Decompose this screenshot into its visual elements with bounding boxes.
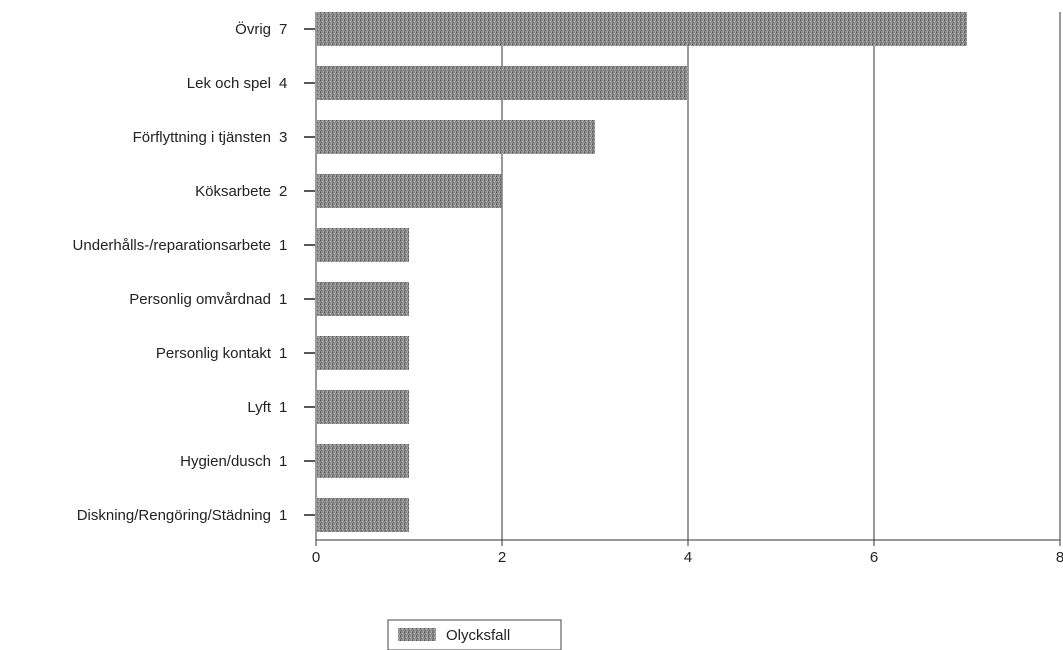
category-label-9: Hygien/dusch: [180, 453, 271, 470]
bars: [317, 12, 967, 532]
legend-label: Olycksfall: [446, 627, 510, 644]
value-label-4: 2: [279, 183, 287, 200]
value-label-2: 4: [279, 75, 287, 92]
x-tick-label-4: 4: [684, 549, 692, 566]
bar-8: [317, 390, 409, 424]
category-label-8: Lyft: [247, 399, 271, 416]
category-label-2: Lek och spel: [187, 75, 271, 92]
bar-10: [317, 498, 409, 532]
value-label-1: 7: [279, 21, 287, 38]
x-tick-label-2: 2: [498, 549, 506, 566]
value-label-6: 1: [279, 291, 287, 308]
category-label-7: Personlig kontakt: [156, 345, 272, 362]
value-label-5: 1: [279, 237, 287, 254]
bar-7: [317, 336, 409, 370]
value-label-8: 1: [279, 399, 287, 416]
bar-1: [317, 12, 967, 46]
bar-3: [317, 120, 595, 154]
category-label-1: Övrig: [235, 20, 271, 38]
category-label-10: Diskning/Rengöring/Städning: [77, 507, 271, 524]
value-label-7: 1: [279, 345, 287, 362]
x-tick-label-6: 6: [870, 549, 878, 566]
bar-9: [317, 444, 409, 478]
category-labels: Övrig 7 Lek och spel 4 Förflyttning i tjänst…: [73, 20, 315, 524]
category-label-4: Köksarbete: [195, 183, 271, 200]
x-tick-labels: 0 2 4 6 8: [312, 540, 1063, 566]
value-label-9: 1: [279, 453, 287, 470]
bar-2: [317, 66, 688, 100]
legend-swatch: [398, 628, 436, 641]
value-label-10: 1: [279, 507, 287, 524]
bar-4: [317, 174, 502, 208]
category-label-3: Förflyttning i tjänsten: [133, 129, 271, 146]
bar-5: [317, 228, 409, 262]
category-label-6: Personlig omvårdnad: [129, 291, 271, 308]
bar-6: [317, 282, 409, 316]
value-label-3: 3: [279, 129, 287, 146]
x-tick-label-8: 8: [1056, 549, 1063, 566]
category-label-5: Underhålls-/reparationsarbete: [73, 237, 271, 254]
x-tick-label-0: 0: [312, 549, 320, 566]
legend: Olycksfall: [387, 619, 562, 650]
